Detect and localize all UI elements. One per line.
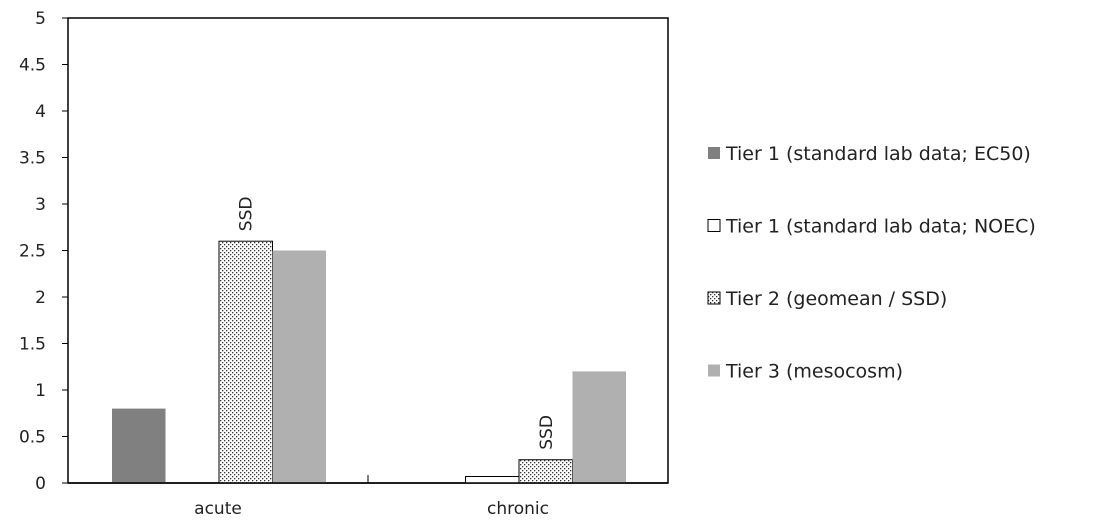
legend-swatch-2 [708, 292, 720, 304]
y-tick-label: 3 [35, 195, 46, 215]
legend-swatch-3 [708, 365, 720, 377]
legend-label-1: Tier 1 (standard lab data; NOEC) [725, 216, 1036, 238]
y-tick-label: 2 [35, 288, 46, 308]
y-tick-label: 4.5 [19, 56, 46, 76]
bar-acute-series-2 [219, 241, 273, 483]
y-tick-label: 5 [35, 9, 46, 29]
y-tick-label: 3.5 [19, 149, 46, 169]
y-tick-label: 1 [35, 381, 46, 401]
bar-annotation: SSD [237, 197, 257, 232]
plot-area: 0 0.5 1 1.5 2 2.5 3 3.5 4 4.5 5 SSD acute SSD chronic [19, 9, 668, 519]
y-tick-label: 4 [35, 102, 46, 122]
x-tick-label: acute [194, 499, 242, 519]
bar-chronic-series-1 [466, 476, 520, 483]
bar-acute-series-3 [273, 251, 327, 484]
legend-swatch-1 [708, 220, 720, 232]
legend-label-3: Tier 3 (mesocosm) [725, 361, 903, 383]
legend: Tier 1 (standard lab data; EC50) Tier 1 (… [708, 143, 1036, 383]
y-tick-label: 1.5 [19, 335, 46, 355]
legend-label-0: Tier 1 (standard lab data; EC50) [725, 143, 1031, 165]
bar-chronic-series-2 [519, 460, 573, 483]
bar-annotation: SSD [537, 415, 557, 450]
y-tick-label: 0 [35, 474, 46, 494]
x-tick-label: chronic [487, 499, 549, 519]
bar-chronic-series-3 [573, 371, 627, 483]
legend-swatch-0 [708, 147, 720, 159]
bar-acute-series-0 [112, 409, 166, 483]
y-tick-label: 0.5 [19, 428, 46, 448]
legend-label-2: Tier 2 (geomean / SSD) [725, 288, 947, 310]
y-tick-label: 2.5 [19, 242, 46, 262]
